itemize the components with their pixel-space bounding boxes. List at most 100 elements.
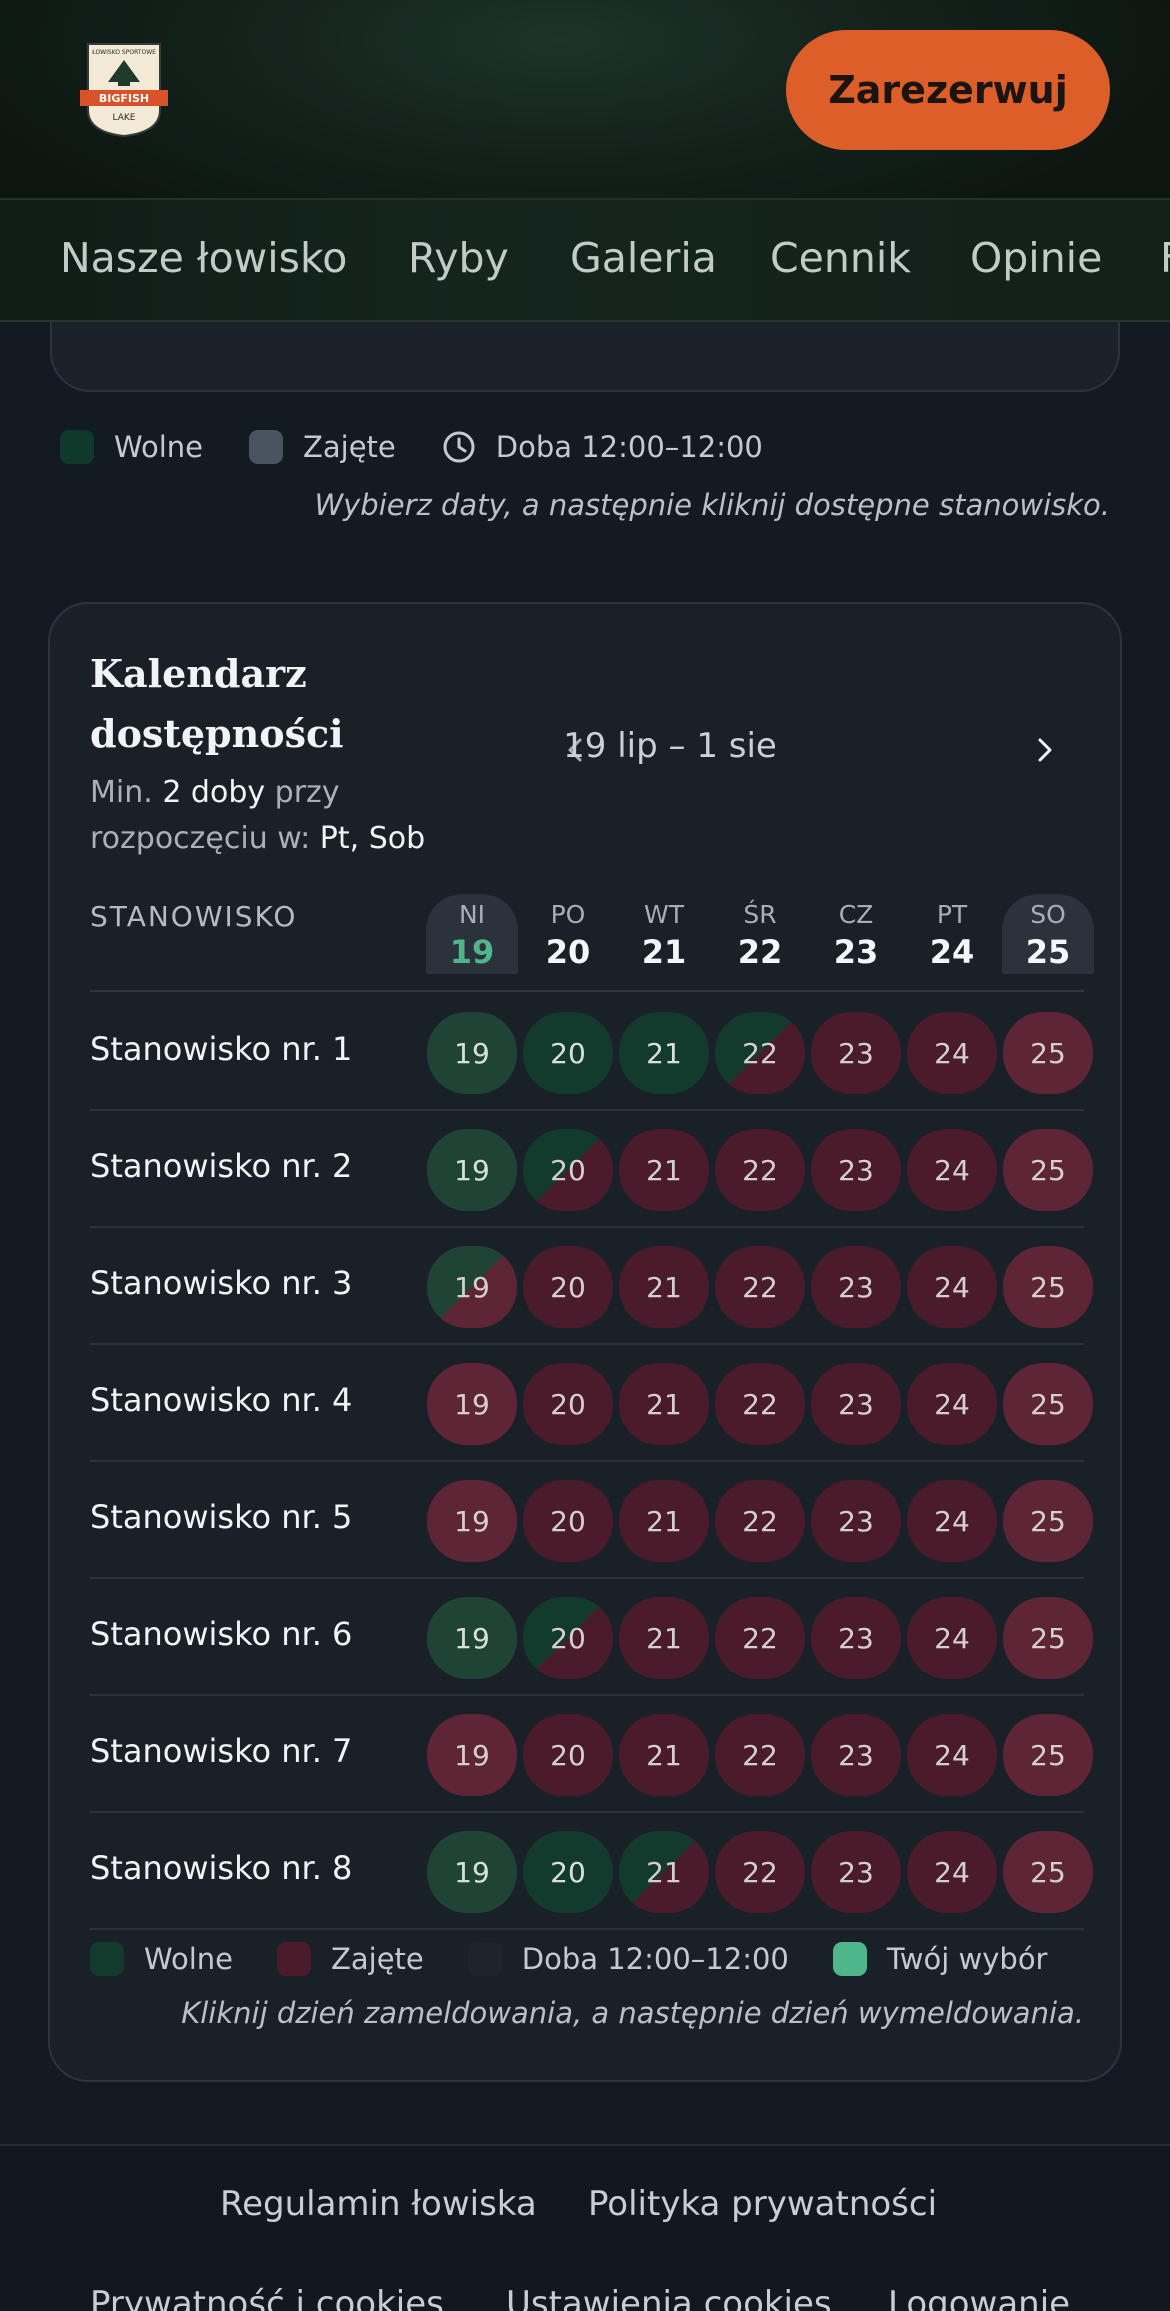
footer-link-cookies[interactable]: Prywatność i cookies	[90, 2284, 444, 2311]
day-cell-busy[interactable]: 25	[1003, 1012, 1093, 1094]
day-cell-busy[interactable]: 22	[715, 1246, 805, 1328]
day-cell-busy[interactable]: 23	[811, 1831, 901, 1913]
day-cell-free[interactable]: 19	[427, 1012, 517, 1094]
day-cell-busy[interactable]: 24	[907, 1714, 997, 1796]
day-cell-busy[interactable]: 25	[1003, 1129, 1093, 1211]
day-cell-fb[interactable]: 20	[523, 1129, 613, 1211]
day-cell-busy[interactable]: 20	[523, 1480, 613, 1562]
spot-row: Stanowisko nr. 6 19 20 21 22 23 24 25	[90, 1579, 1093, 1696]
spot-label: Stanowisko nr. 8	[90, 1849, 353, 1887]
day-cell-busy[interactable]: 22	[715, 1714, 805, 1796]
day-cell-fb[interactable]: 19	[427, 1246, 517, 1328]
day-cell-busy[interactable]: 19	[427, 1714, 517, 1796]
nav-item-overflow[interactable]: F	[1160, 234, 1170, 282]
day-cell-busy[interactable]: 25	[1003, 1597, 1093, 1679]
day-cell-busy[interactable]: 25	[1003, 1363, 1093, 1445]
day-cell-busy[interactable]: 22	[715, 1129, 805, 1211]
day-header: PO 20	[522, 894, 614, 974]
footer-link-polityka[interactable]: Polityka prywatności	[588, 2184, 938, 2224]
day-cell-busy[interactable]: 21	[619, 1597, 709, 1679]
day-cell-busy[interactable]: 24	[907, 1363, 997, 1445]
day-cell-free[interactable]: 19	[427, 1831, 517, 1913]
min-stay-value: 2 doby	[162, 775, 266, 810]
day-cell-busy[interactable]: 22	[715, 1831, 805, 1913]
day-cell-busy[interactable]: 24	[907, 1831, 997, 1913]
day-cell-busy[interactable]: 24	[907, 1597, 997, 1679]
day-cell-busy[interactable]: 19	[427, 1480, 517, 1562]
chevron-right-icon	[1038, 738, 1052, 762]
day-cell-busy[interactable]: 23	[811, 1363, 901, 1445]
day-name: PO	[550, 900, 586, 929]
day-cell-busy[interactable]: 20	[523, 1363, 613, 1445]
day-cell-busy[interactable]: 21	[619, 1129, 709, 1211]
day-cell-busy[interactable]: 23	[811, 1246, 901, 1328]
main-nav: Nasze łowisko Ryby Galeria Cennik Opinie…	[0, 200, 1170, 322]
day-cell-free[interactable]: 20	[523, 1012, 613, 1094]
spot-row: Stanowisko nr. 8 19 20 21 22 23 24 25	[90, 1813, 1093, 1930]
spot-label: Stanowisko nr. 4	[90, 1381, 353, 1419]
day-cell-fb[interactable]: 22	[715, 1012, 805, 1094]
day-cell-free[interactable]: 20	[523, 1831, 613, 1913]
prev-week-button[interactable]	[546, 720, 606, 780]
day-cell-busy[interactable]: 23	[811, 1012, 901, 1094]
day-cell-free[interactable]: 19	[427, 1129, 517, 1211]
day-header: CZ 23	[810, 894, 902, 974]
day-number: 20	[545, 933, 591, 971]
bigfish-lake-logo[interactable]: ŁOWISKO SPORTOWE BIGFISH LAKE	[78, 40, 170, 138]
legend-free-label: Wolne	[144, 1942, 233, 1976]
footer-divider	[0, 2144, 1170, 2146]
day-cell-busy[interactable]: 24	[907, 1012, 997, 1094]
spot-row: Stanowisko nr. 3 19 20 21 22 23 24 25	[90, 1228, 1093, 1345]
spot-row: Stanowisko nr. 4 19 20 21 22 23 24 25	[90, 1345, 1093, 1462]
day-number: 24	[929, 933, 975, 971]
day-cell-busy[interactable]: 20	[523, 1246, 613, 1328]
day-cell-busy[interactable]: 22	[715, 1597, 805, 1679]
day-cell-busy[interactable]: 25	[1003, 1246, 1093, 1328]
day-name: WT	[644, 900, 684, 929]
day-cell-busy[interactable]: 21	[619, 1480, 709, 1562]
footer-link-regulamin[interactable]: Regulamin łowiska	[220, 2184, 537, 2224]
day-cell-busy[interactable]: 21	[619, 1714, 709, 1796]
select-hint: Wybierz daty, a następnie kliknij dostęp…	[314, 488, 1110, 522]
next-week-button[interactable]	[1014, 720, 1074, 780]
day-cell-busy[interactable]: 24	[907, 1480, 997, 1562]
reserve-button[interactable]: Zarezerwuj	[786, 30, 1110, 150]
day-cell-busy[interactable]: 21	[619, 1363, 709, 1445]
day-cell-busy[interactable]: 19	[427, 1363, 517, 1445]
legend-busy-label: Zajęte	[331, 1942, 424, 1976]
day-cell-busy[interactable]: 25	[1003, 1831, 1093, 1913]
day-cell-fb[interactable]: 20	[523, 1597, 613, 1679]
footer-link-login[interactable]: Logowanie	[888, 2284, 1071, 2311]
day-cell-busy[interactable]: 22	[715, 1363, 805, 1445]
min-stay-days: Pt, Sob	[319, 821, 426, 856]
spot-row: Stanowisko nr. 5 19 20 21 22 23 24 25	[90, 1462, 1093, 1579]
legend-bottom: Wolne Zajęte Doba 12:00–12:00 Twój wybór	[90, 1942, 1090, 1976]
legend-selection-label: Twój wybór	[886, 1942, 1048, 1976]
day-cell-busy[interactable]: 24	[907, 1129, 997, 1211]
spot-row: Stanowisko nr. 7 19 20 21 22 23 24 25	[90, 1696, 1093, 1813]
day-cell-busy[interactable]: 23	[811, 1129, 901, 1211]
day-cell-busy[interactable]: 24	[907, 1246, 997, 1328]
day-cell-busy[interactable]: 25	[1003, 1714, 1093, 1796]
day-cell-free[interactable]: 19	[427, 1597, 517, 1679]
day-cell-free[interactable]: 21	[619, 1012, 709, 1094]
nav-item-ryby[interactable]: Ryby	[408, 234, 509, 282]
day-cell-busy[interactable]: 25	[1003, 1480, 1093, 1562]
day-cell-busy[interactable]: 23	[811, 1480, 901, 1562]
spot-label: Stanowisko nr. 7	[90, 1732, 353, 1770]
nav-item-lowisko[interactable]: Nasze łowisko	[60, 234, 348, 282]
day-cell-busy[interactable]: 23	[811, 1714, 901, 1796]
day-cell-busy[interactable]: 20	[523, 1714, 613, 1796]
day-name: CZ	[838, 900, 874, 929]
logo-middle-text: BIGFISH	[99, 92, 149, 105]
day-cell-fb[interactable]: 21	[619, 1831, 709, 1913]
chevron-left-icon	[568, 738, 582, 762]
nav-item-opinie[interactable]: Opinie	[970, 234, 1103, 282]
footer-link-cookie-settings[interactable]: Ustawienia cookies	[506, 2284, 832, 2311]
day-cell-busy[interactable]: 23	[811, 1597, 901, 1679]
day-cell-busy[interactable]: 21	[619, 1246, 709, 1328]
nav-item-galeria[interactable]: Galeria	[570, 234, 717, 282]
day-header: ŚR 22	[714, 894, 806, 974]
nav-item-cennik[interactable]: Cennik	[770, 234, 911, 282]
day-cell-busy[interactable]: 22	[715, 1480, 805, 1562]
